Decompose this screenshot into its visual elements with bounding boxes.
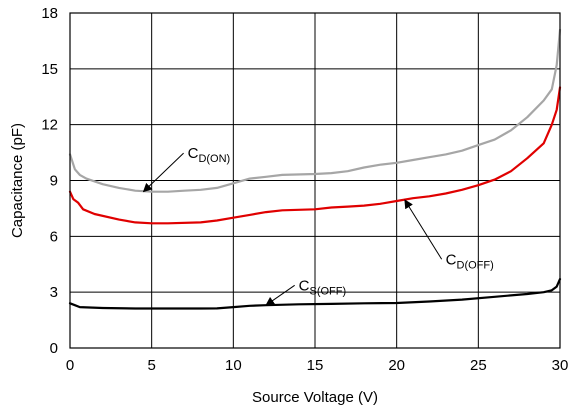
x-tick-label: 10 (225, 357, 242, 374)
annotation-label-cs_off: CS(OFF) (299, 277, 347, 297)
x-tick-label: 25 (470, 357, 487, 374)
y-axis-title: Capacitance (pF) (9, 123, 26, 238)
tick-labels: 0 5 10 15 20 25 30 0 3 6 9 12 15 18 (41, 5, 568, 374)
series-line-cs_off (68, 278, 562, 310)
y-tick-label: 12 (41, 117, 58, 134)
y-tick-label: 9 (50, 173, 58, 190)
annotation-label-cd_off: CD(OFF) (446, 251, 494, 271)
annotation-cd_on: CD(ON) (142, 145, 231, 193)
series-lines (68, 28, 562, 310)
plot-frame (69, 12, 561, 349)
annotation-arrow-cd_off (404, 199, 443, 260)
annotation-arrow-cs_off (265, 284, 295, 306)
y-tick-label: 6 (50, 228, 58, 245)
x-tick-label: 15 (307, 357, 324, 374)
annotation-cd_off: CD(OFF) (404, 199, 494, 271)
y-tick-label: 3 (50, 284, 58, 301)
annotations: CD(ON) CD(OFF) CS(OFF) (142, 145, 494, 306)
series-line-cd_off (68, 86, 562, 225)
annotation-label-cd_on: CD(ON) (188, 145, 231, 165)
x-tick-label: 30 (552, 357, 569, 374)
series-line-cd_on (68, 28, 562, 193)
x-tick-label: 5 (147, 357, 155, 374)
x-tick-label: 0 (66, 357, 74, 374)
y-tick-label: 0 (50, 340, 58, 357)
y-tick-label: 15 (41, 61, 58, 78)
x-tick-label: 20 (388, 357, 405, 374)
annotation-arrow-cd_on (142, 152, 184, 193)
y-tick-label: 18 (41, 5, 58, 22)
x-axis-title: Source Voltage (V) (252, 389, 378, 406)
annotation-cs_off: CS(OFF) (265, 277, 347, 306)
